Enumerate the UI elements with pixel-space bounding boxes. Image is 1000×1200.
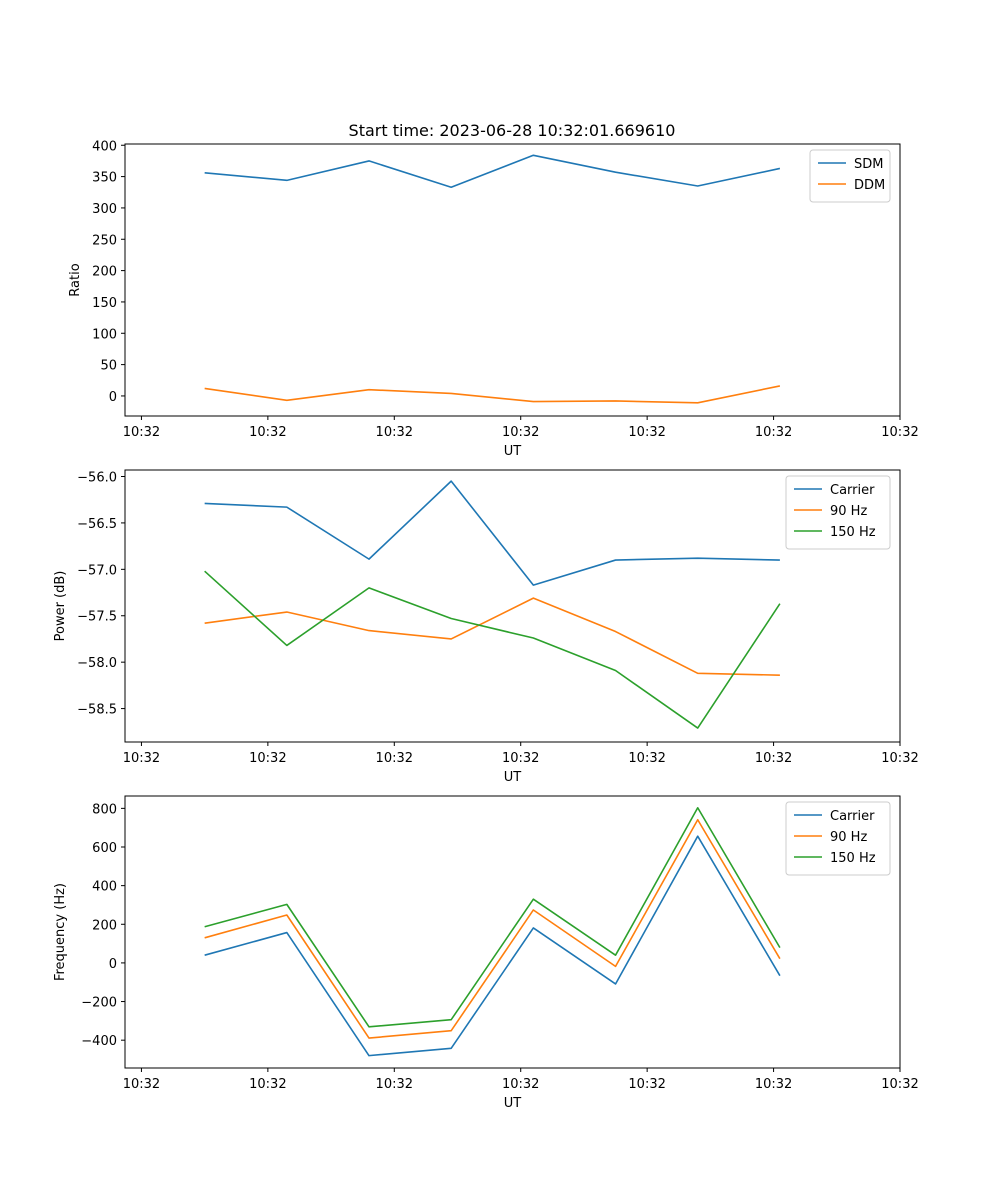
x-tick-label: 10:32	[628, 751, 665, 766]
legend-label: DDM	[854, 178, 885, 193]
subplot-3: 10:3210:3210:3210:3210:3210:3210:3210:33…	[53, 795, 919, 1111]
y-tick-label: 800	[92, 802, 117, 817]
axes-frame	[124, 795, 901, 1069]
legend-label: 90 Hz	[830, 504, 867, 519]
y-tick-label: 350	[92, 171, 117, 186]
y-tick-label: −56.0	[77, 470, 117, 485]
y-tick-label: 50	[100, 359, 117, 374]
series-line-ddm	[204, 385, 781, 404]
y-tick-label: 400	[92, 880, 117, 895]
series-line-90-hz	[204, 597, 780, 676]
x-tick-label: 10:32	[376, 1077, 413, 1092]
x-tick-label: 10:32	[376, 425, 413, 440]
x-tick-label: 10:32	[249, 751, 286, 766]
y-tick-label: 250	[92, 233, 117, 248]
series-line-150-hz	[204, 806, 781, 1028]
x-tick-label: 10:32	[123, 425, 160, 440]
legend-label: 150 Hz	[830, 525, 876, 540]
x-tick-label: 10:32	[123, 1077, 160, 1092]
legend: Carrier 90 Hz 150 Hz	[785, 475, 891, 550]
legend: SDM DDM	[809, 149, 891, 203]
x-tick-label: 10:32	[628, 425, 665, 440]
series-line-carrier	[204, 835, 781, 1057]
subplot-2: 10:3210:3210:3210:3210:3210:3210:3210:33…	[53, 469, 919, 785]
y-tick-label: 600	[92, 841, 117, 856]
y-tick-label: −57.5	[77, 610, 117, 625]
y-tick-label: 0	[109, 957, 117, 972]
y-tick-label: 400	[92, 139, 117, 154]
y-axis-label: Ratio	[68, 263, 83, 296]
series-line-150-hz	[204, 570, 781, 729]
legend: Carrier 90 Hz 150 Hz	[785, 801, 891, 876]
subplot-1: 10:3210:3210:3210:3210:3210:3210:3210:33…	[68, 139, 919, 459]
y-tick-label: −56.5	[77, 517, 117, 532]
y-tick-label: −200	[81, 996, 117, 1011]
legend-label: 90 Hz	[830, 830, 867, 845]
x-tick-label: 10:32	[376, 751, 413, 766]
x-axis-label: UT	[504, 1096, 522, 1111]
y-tick-label: −58.5	[77, 703, 117, 718]
legend-label: Carrier	[830, 483, 875, 498]
y-axis-label: Power (dB)	[53, 571, 68, 642]
x-tick-label: 10:32	[628, 1077, 665, 1092]
x-axis-label: UT	[504, 770, 522, 785]
x-tick-label: 10:32	[755, 751, 792, 766]
y-tick-label: −57.0	[77, 563, 117, 578]
y-tick-label: 300	[92, 202, 117, 217]
y-tick-label: 0	[109, 390, 117, 405]
x-tick-label: 10:32	[249, 425, 286, 440]
x-tick-label: 10:32	[249, 1077, 286, 1092]
x-tick-label: 10:32	[502, 425, 539, 440]
axes-frame	[124, 469, 901, 743]
chart-title: Start time: 2023-06-28 10:32:01.669610	[349, 121, 676, 140]
y-tick-label: −400	[81, 1034, 117, 1049]
y-tick-label: 200	[92, 265, 117, 280]
x-tick-label: 10:32	[881, 1077, 918, 1092]
x-tick-label: 10:32	[881, 751, 918, 766]
axes-frame	[124, 143, 901, 417]
x-tick-label: 10:32	[502, 1077, 539, 1092]
series-line-90-hz	[204, 818, 781, 1039]
series-line-carrier	[204, 480, 780, 586]
y-tick-label: 150	[92, 296, 117, 311]
x-tick-label: 10:32	[755, 1077, 792, 1092]
x-tick-label: 10:32	[755, 425, 792, 440]
legend-label: SDM	[854, 157, 883, 172]
legend-label: Carrier	[830, 809, 875, 824]
x-tick-label: 10:32	[502, 751, 539, 766]
x-tick-label: 10:32	[123, 751, 160, 766]
y-tick-label: 200	[92, 918, 117, 933]
x-axis-label: UT	[504, 444, 522, 459]
x-tick-label: 10:32	[881, 425, 918, 440]
series-line-sdm	[204, 154, 781, 189]
y-axis-label: Frequency (Hz)	[53, 883, 68, 981]
y-tick-label: −58.0	[77, 656, 117, 671]
legend-label: 150 Hz	[830, 851, 876, 866]
y-tick-label: 100	[92, 327, 117, 342]
